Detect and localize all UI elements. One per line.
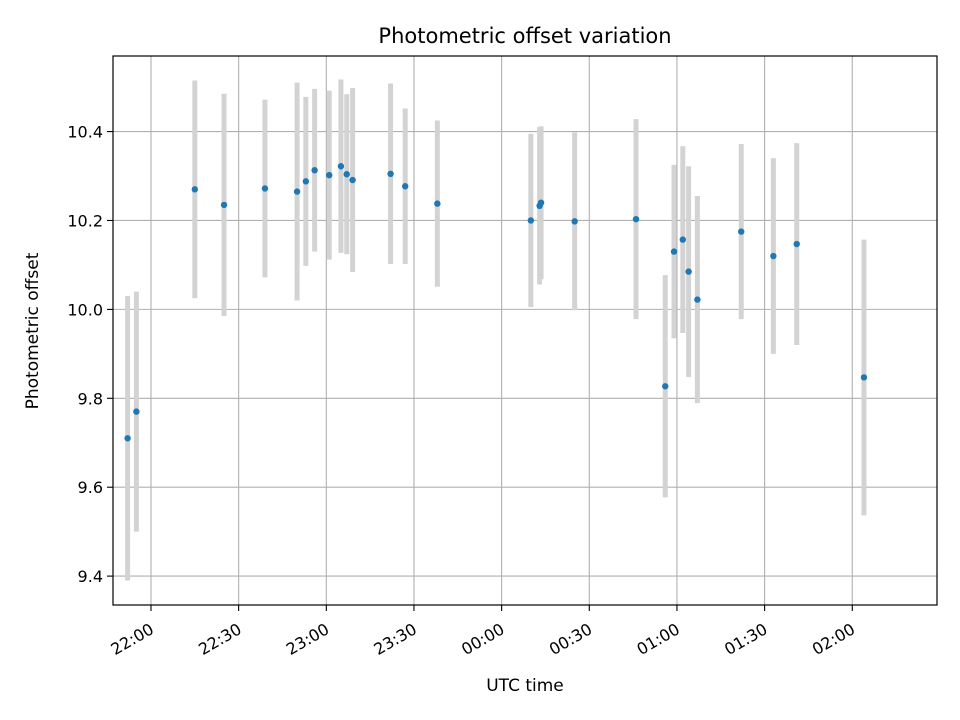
data-point (343, 171, 350, 178)
data-point (670, 248, 678, 255)
data-point (302, 178, 310, 185)
plot-frame (112, 55, 938, 606)
data-point (537, 199, 545, 206)
data-point (387, 170, 394, 178)
data-point (124, 435, 131, 442)
data-point (261, 185, 269, 192)
y-tick-label: 10.2 (67, 211, 103, 230)
data-point (694, 296, 701, 303)
y-tick-label: 10.0 (67, 300, 103, 319)
data-point (571, 218, 578, 225)
data-point (770, 252, 777, 260)
data-point (434, 200, 441, 207)
data-point (527, 217, 535, 224)
data-point (793, 240, 800, 248)
data-point (133, 408, 140, 415)
y-tick-label: 9.6 (78, 478, 103, 497)
data-point (220, 201, 228, 209)
y-tick-label: 9.8 (78, 389, 103, 408)
y-tick-label: 9.4 (78, 567, 103, 586)
x-axis-label: UTC time (486, 676, 564, 696)
data-point (685, 268, 692, 275)
data-point (738, 228, 745, 235)
data-point (293, 188, 301, 195)
data-point (326, 171, 333, 179)
point-layer (124, 163, 868, 442)
data-point (311, 167, 318, 174)
y-axis-label: Photometric offset (23, 252, 43, 409)
y-tick-label: 10.4 (67, 123, 103, 142)
data-point (662, 383, 669, 390)
data-point (679, 236, 686, 243)
data-point (337, 163, 345, 170)
data-point (632, 215, 640, 223)
data-point (860, 374, 868, 381)
chart-title: Photometric offset variation (378, 24, 671, 48)
data-point (401, 183, 409, 190)
grid-layer (113, 56, 937, 605)
data-point (349, 176, 356, 184)
data-point (191, 186, 199, 193)
